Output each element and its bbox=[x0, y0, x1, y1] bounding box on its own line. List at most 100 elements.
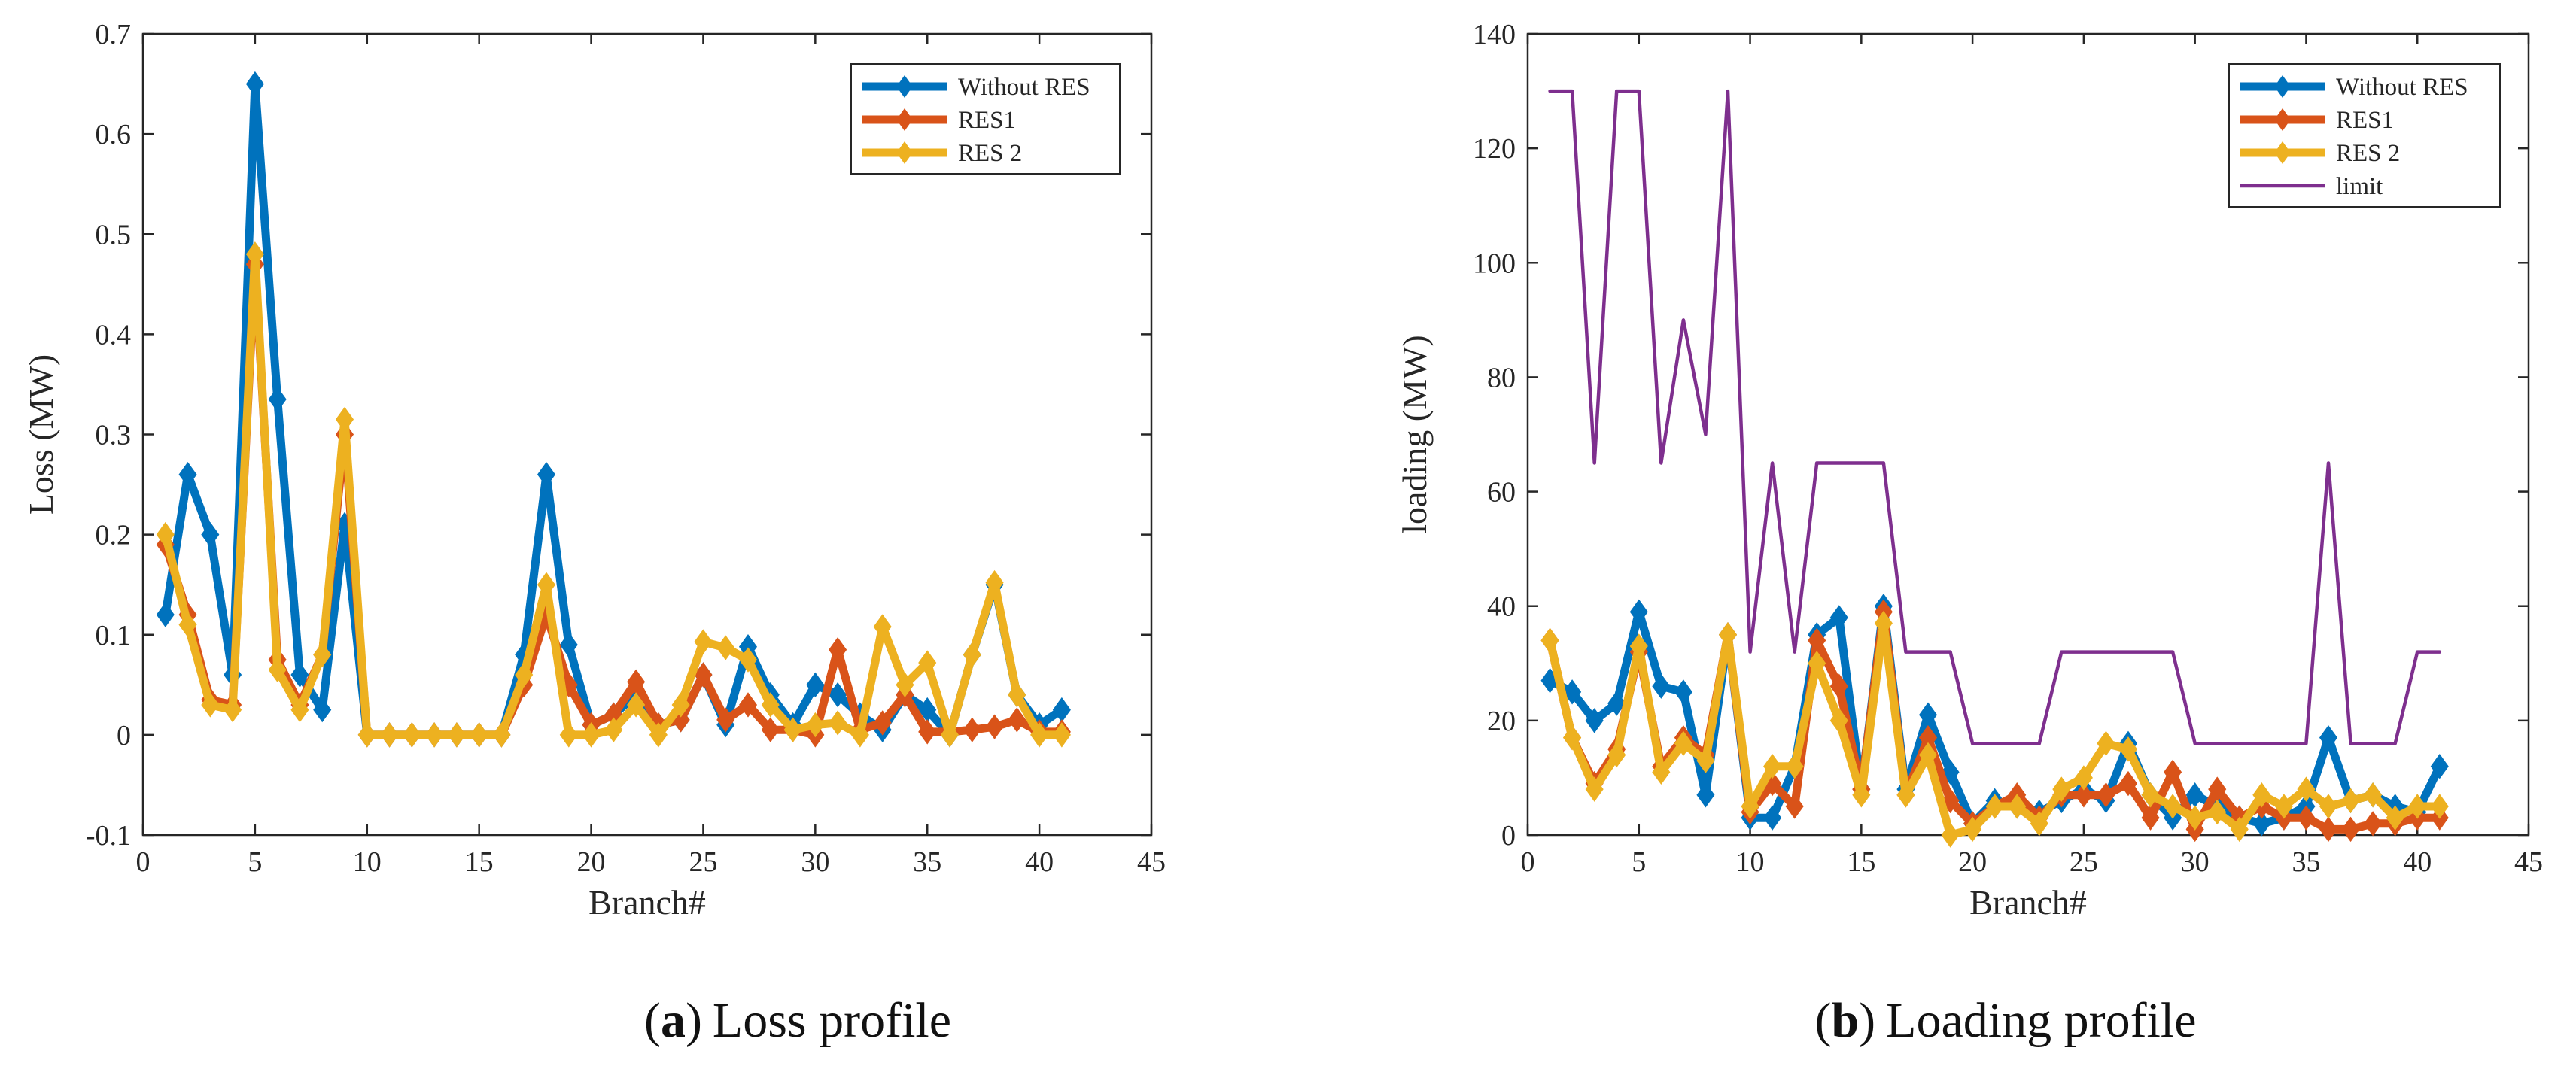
y-tick-label: -0.1 bbox=[86, 820, 131, 852]
data-point-res2 bbox=[268, 657, 287, 683]
data-point-res2 bbox=[178, 612, 197, 638]
data-point-res2 bbox=[716, 635, 735, 660]
data-point-res2 bbox=[313, 642, 332, 668]
data-point-res2 bbox=[918, 650, 937, 676]
y-tick-label: 0 bbox=[117, 720, 131, 752]
legend-label-without_res: Without RES bbox=[958, 74, 1090, 101]
data-point-without_res bbox=[829, 682, 847, 708]
data-point-res2 bbox=[1763, 753, 1782, 779]
data-point-res2 bbox=[2074, 765, 2093, 791]
data-point-res2 bbox=[1030, 722, 1049, 748]
data-point-without_res bbox=[559, 632, 578, 657]
data-point-res2 bbox=[649, 722, 668, 748]
x-tick-label: 45 bbox=[2514, 846, 2543, 878]
data-point-res2 bbox=[470, 722, 488, 748]
series-limit bbox=[1548, 89, 2442, 745]
data-point-res2 bbox=[1585, 776, 1604, 802]
data-point-res2 bbox=[2274, 794, 2293, 819]
data-point-res2 bbox=[1918, 742, 1938, 768]
x-tick-label: 35 bbox=[2292, 846, 2320, 878]
data-point-res2 bbox=[290, 697, 309, 723]
data-point-res2 bbox=[1963, 816, 1982, 843]
y-tick-label: 0.3 bbox=[96, 420, 132, 451]
caption-b: (b) Loading profile bbox=[1814, 993, 2196, 1048]
data-point-without_res bbox=[156, 602, 175, 627]
x-axis-label: Branch# bbox=[1969, 883, 2087, 922]
x-tick-label: 10 bbox=[353, 846, 382, 878]
legend-marker-res1 bbox=[896, 108, 913, 131]
data-point-res2 bbox=[425, 722, 444, 748]
data-point-res1 bbox=[761, 717, 780, 742]
data-point-res2 bbox=[761, 692, 780, 718]
legend-label-limit: limit bbox=[2336, 173, 2383, 200]
data-point-res1 bbox=[1829, 673, 1848, 699]
data-point-res2 bbox=[156, 521, 175, 548]
y-tick-label: 140 bbox=[1473, 19, 1516, 50]
data-point-res1 bbox=[694, 662, 713, 688]
y-axis-label: loading (MW) bbox=[1395, 335, 1434, 533]
loading-profile-chart: 0 5 10 15 20 25 30 35 40 45 0 20 40 60 80 100 120 140 Bran… bbox=[1395, 19, 2543, 922]
data-point-res2 bbox=[2430, 794, 2449, 819]
data-point-res2 bbox=[1852, 782, 1871, 808]
data-point-res1 bbox=[2074, 782, 2093, 808]
data-point-res2 bbox=[1896, 782, 1915, 808]
data-point-res2 bbox=[1718, 622, 1738, 648]
x-tick-label: 30 bbox=[2181, 846, 2210, 878]
data-point-without_res bbox=[1563, 679, 1582, 705]
data-point-res2 bbox=[2052, 776, 2071, 802]
data-point-res2 bbox=[2386, 805, 2404, 831]
data-point-res2 bbox=[2341, 788, 2360, 814]
x-axis-label: Branch# bbox=[588, 883, 706, 922]
data-point-without_res bbox=[806, 672, 825, 698]
legend: Without RES RES1 RES 2 limit bbox=[2228, 63, 2501, 208]
data-point-res2 bbox=[582, 722, 601, 748]
legend-label-res1: RES1 bbox=[2336, 107, 2394, 134]
y-tick-label: 120 bbox=[1473, 133, 1516, 165]
data-point-res1 bbox=[2164, 759, 2182, 785]
data-point-res2 bbox=[1696, 748, 1715, 773]
data-point-res1 bbox=[985, 714, 1004, 739]
data-point-without_res bbox=[1585, 708, 1604, 733]
x-tick-label: 25 bbox=[2070, 846, 2098, 878]
y-tick-label: 0.1 bbox=[96, 620, 132, 651]
data-point-res2 bbox=[537, 572, 556, 597]
data-point-res2 bbox=[1941, 822, 1960, 848]
data-point-res2 bbox=[1741, 794, 1759, 819]
data-point-res2 bbox=[1808, 651, 1826, 676]
caption-a: (a) Loss profile bbox=[644, 993, 951, 1048]
series-line-limit bbox=[1548, 89, 2442, 745]
data-point-res2 bbox=[403, 722, 421, 748]
data-point-without_res bbox=[2319, 724, 2338, 751]
data-point-res2 bbox=[604, 717, 623, 742]
y-tick-label: 0.4 bbox=[96, 319, 132, 351]
legend-label-res2: RES 2 bbox=[2336, 140, 2400, 167]
data-point-without_res bbox=[1674, 679, 1692, 705]
data-point-res2 bbox=[2319, 794, 2338, 819]
data-point-res2 bbox=[1829, 708, 1848, 733]
y-tick-label: 20 bbox=[1487, 706, 1516, 737]
data-point-res2 bbox=[2364, 782, 2383, 808]
x-tick-label: 45 bbox=[1137, 846, 1166, 878]
x-tick-label: 10 bbox=[1736, 846, 1765, 878]
data-point-res1 bbox=[2297, 805, 2316, 831]
data-point-without_res bbox=[313, 697, 332, 723]
data-point-res2 bbox=[1629, 633, 1648, 659]
legend-marker-without_res bbox=[2274, 75, 2291, 98]
y-tick-label: 0 bbox=[1501, 820, 1516, 852]
data-point-without_res bbox=[1763, 805, 1782, 831]
data-point-res2 bbox=[694, 629, 713, 654]
data-point-without_res bbox=[2430, 753, 2449, 779]
data-point-res2 bbox=[806, 712, 825, 738]
series-res2 bbox=[1540, 610, 2449, 848]
x-tick-label: 5 bbox=[1632, 846, 1646, 878]
data-point-res2 bbox=[2408, 794, 2427, 819]
data-point-without_res bbox=[1607, 691, 1626, 716]
data-point-res1 bbox=[1785, 794, 1804, 819]
data-point-res2 bbox=[738, 647, 758, 673]
data-point-without_res bbox=[178, 462, 197, 487]
data-point-res2 bbox=[896, 672, 914, 698]
legend-label-res1: RES1 bbox=[958, 107, 1016, 134]
data-point-res2 bbox=[380, 722, 399, 748]
x-tick-label: 15 bbox=[465, 846, 494, 878]
